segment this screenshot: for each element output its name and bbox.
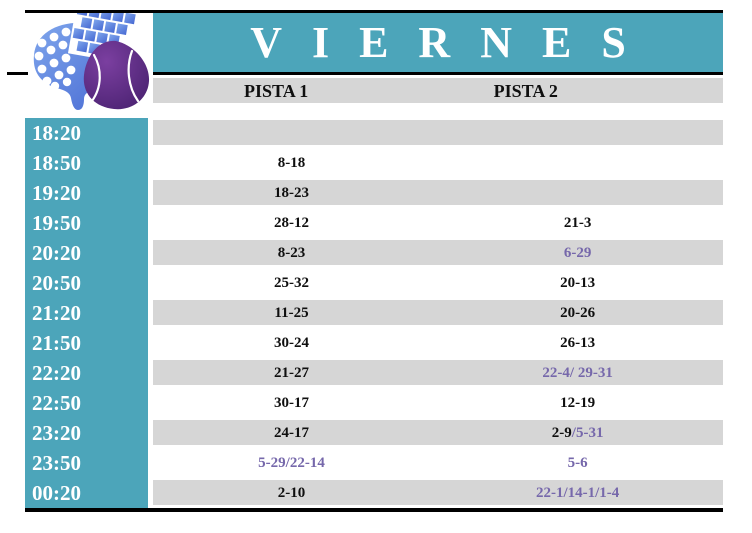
- match-cell-pista1: 8-18: [278, 148, 306, 178]
- match-score: 8-23: [277, 245, 306, 261]
- match-score: 22-1/14-1/1-4: [535, 485, 620, 501]
- table-bottom-border: [25, 508, 723, 512]
- time-label: 00:20: [32, 481, 81, 505]
- match-score: 8-18: [277, 155, 306, 171]
- schedule-row: 28-12 21-3: [153, 208, 723, 238]
- match-score: 20-26: [560, 305, 596, 321]
- left-border-dash: [7, 72, 29, 75]
- match-cell-pista1: 24-17: [274, 418, 309, 448]
- match-cell-pista2: 5-6: [568, 448, 588, 478]
- match-score: 5-6: [567, 455, 588, 471]
- time-label: 18:50: [32, 151, 81, 175]
- match-cell-pista1: 30-17: [274, 388, 309, 418]
- match-cell-pista1: 2-10: [278, 478, 306, 508]
- schedule-row: 8-18: [153, 148, 723, 178]
- match-cell-pista1: 25-32: [274, 268, 309, 298]
- match-cell-pista1: 8-23: [278, 238, 306, 268]
- time-label: 18:20: [32, 121, 81, 145]
- time-label: 20:50: [32, 271, 81, 295]
- match-score: 30-17: [274, 395, 309, 411]
- schedule-row: 24-17 2-9/5-31: [153, 418, 723, 448]
- row-shading: [153, 180, 723, 205]
- match-score: 28-12: [274, 215, 309, 231]
- time-label: 22:50: [32, 391, 81, 415]
- time-label: 23:50: [32, 451, 81, 475]
- time-label: 22:20: [32, 361, 81, 385]
- day-title: VIERNES: [250, 18, 656, 67]
- match-score: 5-29/22-14: [258, 455, 325, 471]
- row-shading: [153, 300, 723, 325]
- match-cell-pista1: 11-25: [274, 298, 308, 328]
- match-cell-pista2: 12-19: [560, 388, 595, 418]
- schedule-row: 11-25 20-26: [153, 298, 723, 328]
- match-score: 12-19: [560, 395, 596, 411]
- row-shading: [153, 480, 723, 505]
- day-title-bar: VIERNES: [153, 13, 723, 72]
- time-label: 19:50: [32, 211, 81, 235]
- match-score: 25-32: [274, 275, 309, 291]
- match-cell-pista1: 21-27: [274, 358, 309, 388]
- schedule-row: 25-32 20-13: [153, 268, 723, 298]
- match-cell-pista1: 28-12: [274, 208, 309, 238]
- match-cell-pista2: 20-26: [560, 298, 595, 328]
- time-label: 23:20: [32, 421, 81, 445]
- time-label: 21:20: [32, 301, 81, 325]
- column-header-row: PISTA 1 PISTA 2: [153, 78, 723, 103]
- schedule-row: 30-17 12-19: [153, 388, 723, 418]
- racket-holes: [34, 27, 76, 91]
- padel-racket-and-ball-icon: [33, 13, 150, 110]
- match-score: 20-13: [560, 275, 596, 291]
- schedule-row: [153, 118, 723, 148]
- match-cell-pista1: 5-29/22-14: [258, 448, 325, 478]
- schedule-row: 8-23 6-29: [153, 238, 723, 268]
- match-cell-pista2: 22-1/14-1/1-4: [536, 478, 619, 508]
- match-score: 2-10: [277, 485, 306, 501]
- match-score: 6-29: [563, 245, 592, 261]
- match-cell-pista2: 6-29: [564, 238, 592, 268]
- time-label: 20:20: [32, 241, 81, 265]
- match-score: 18-23: [274, 185, 309, 201]
- match-score: 26-13: [560, 335, 596, 351]
- match-score: 24-17: [274, 425, 309, 441]
- match-score: 11-25: [274, 305, 309, 321]
- column-header-pista-1: PISTA 1: [244, 81, 309, 101]
- club-logo: [28, 13, 152, 117]
- match-score: 30-24: [274, 335, 309, 351]
- schedule-row: 30-24 26-13: [153, 328, 723, 358]
- title-underline: [153, 72, 723, 75]
- match-cell-pista2: 20-13: [560, 268, 595, 298]
- match-score: 22-4/ 29-31: [542, 365, 613, 381]
- match-cell-pista1: 30-24: [274, 328, 309, 358]
- match-cell-pista2: 22-4/ 29-31: [542, 358, 612, 388]
- match-cell-pista2: 21-3: [564, 208, 592, 238]
- time-label: 19:20: [32, 181, 81, 205]
- schedule-row: 21-27 22-4/ 29-31: [153, 358, 723, 388]
- time-label: 21:50: [32, 331, 81, 355]
- schedule-table: VIERNES PISTA 1 PISTA 2 18:20 18:50 19:20 1…: [25, 10, 723, 516]
- schedule-grid: 8-18 18-23 28-12 21-3 8-23 6-29 25-32 20-13 11-2…: [153, 118, 723, 508]
- match-cell-pista1: 18-23: [274, 178, 309, 208]
- match-score: 21-27: [274, 365, 309, 381]
- row-shading: [153, 360, 723, 385]
- match-cell-pista2: 2-9/5-31: [552, 418, 604, 448]
- column-header-pista-2: PISTA 2: [493, 81, 558, 101]
- row-shading: [153, 420, 723, 445]
- schedule-row: 5-29/22-14 5-6: [153, 448, 723, 478]
- time-column: 18:20 18:50 19:20 19:50 20:20 20:50 21:20 21:50…: [25, 118, 148, 508]
- match-cell-pista2: 26-13: [560, 328, 595, 358]
- ball-seams: [90, 49, 140, 103]
- row-shading: [153, 240, 723, 265]
- row-shading: [153, 120, 723, 145]
- table-top-border: [25, 10, 723, 13]
- schedule-row: 2-10 22-1/14-1/1-4: [153, 478, 723, 508]
- match-score: /5-31: [571, 425, 604, 441]
- match-score: 21-3: [563, 215, 592, 231]
- match-score: 2-9: [551, 425, 572, 441]
- schedule-row: 18-23: [153, 178, 723, 208]
